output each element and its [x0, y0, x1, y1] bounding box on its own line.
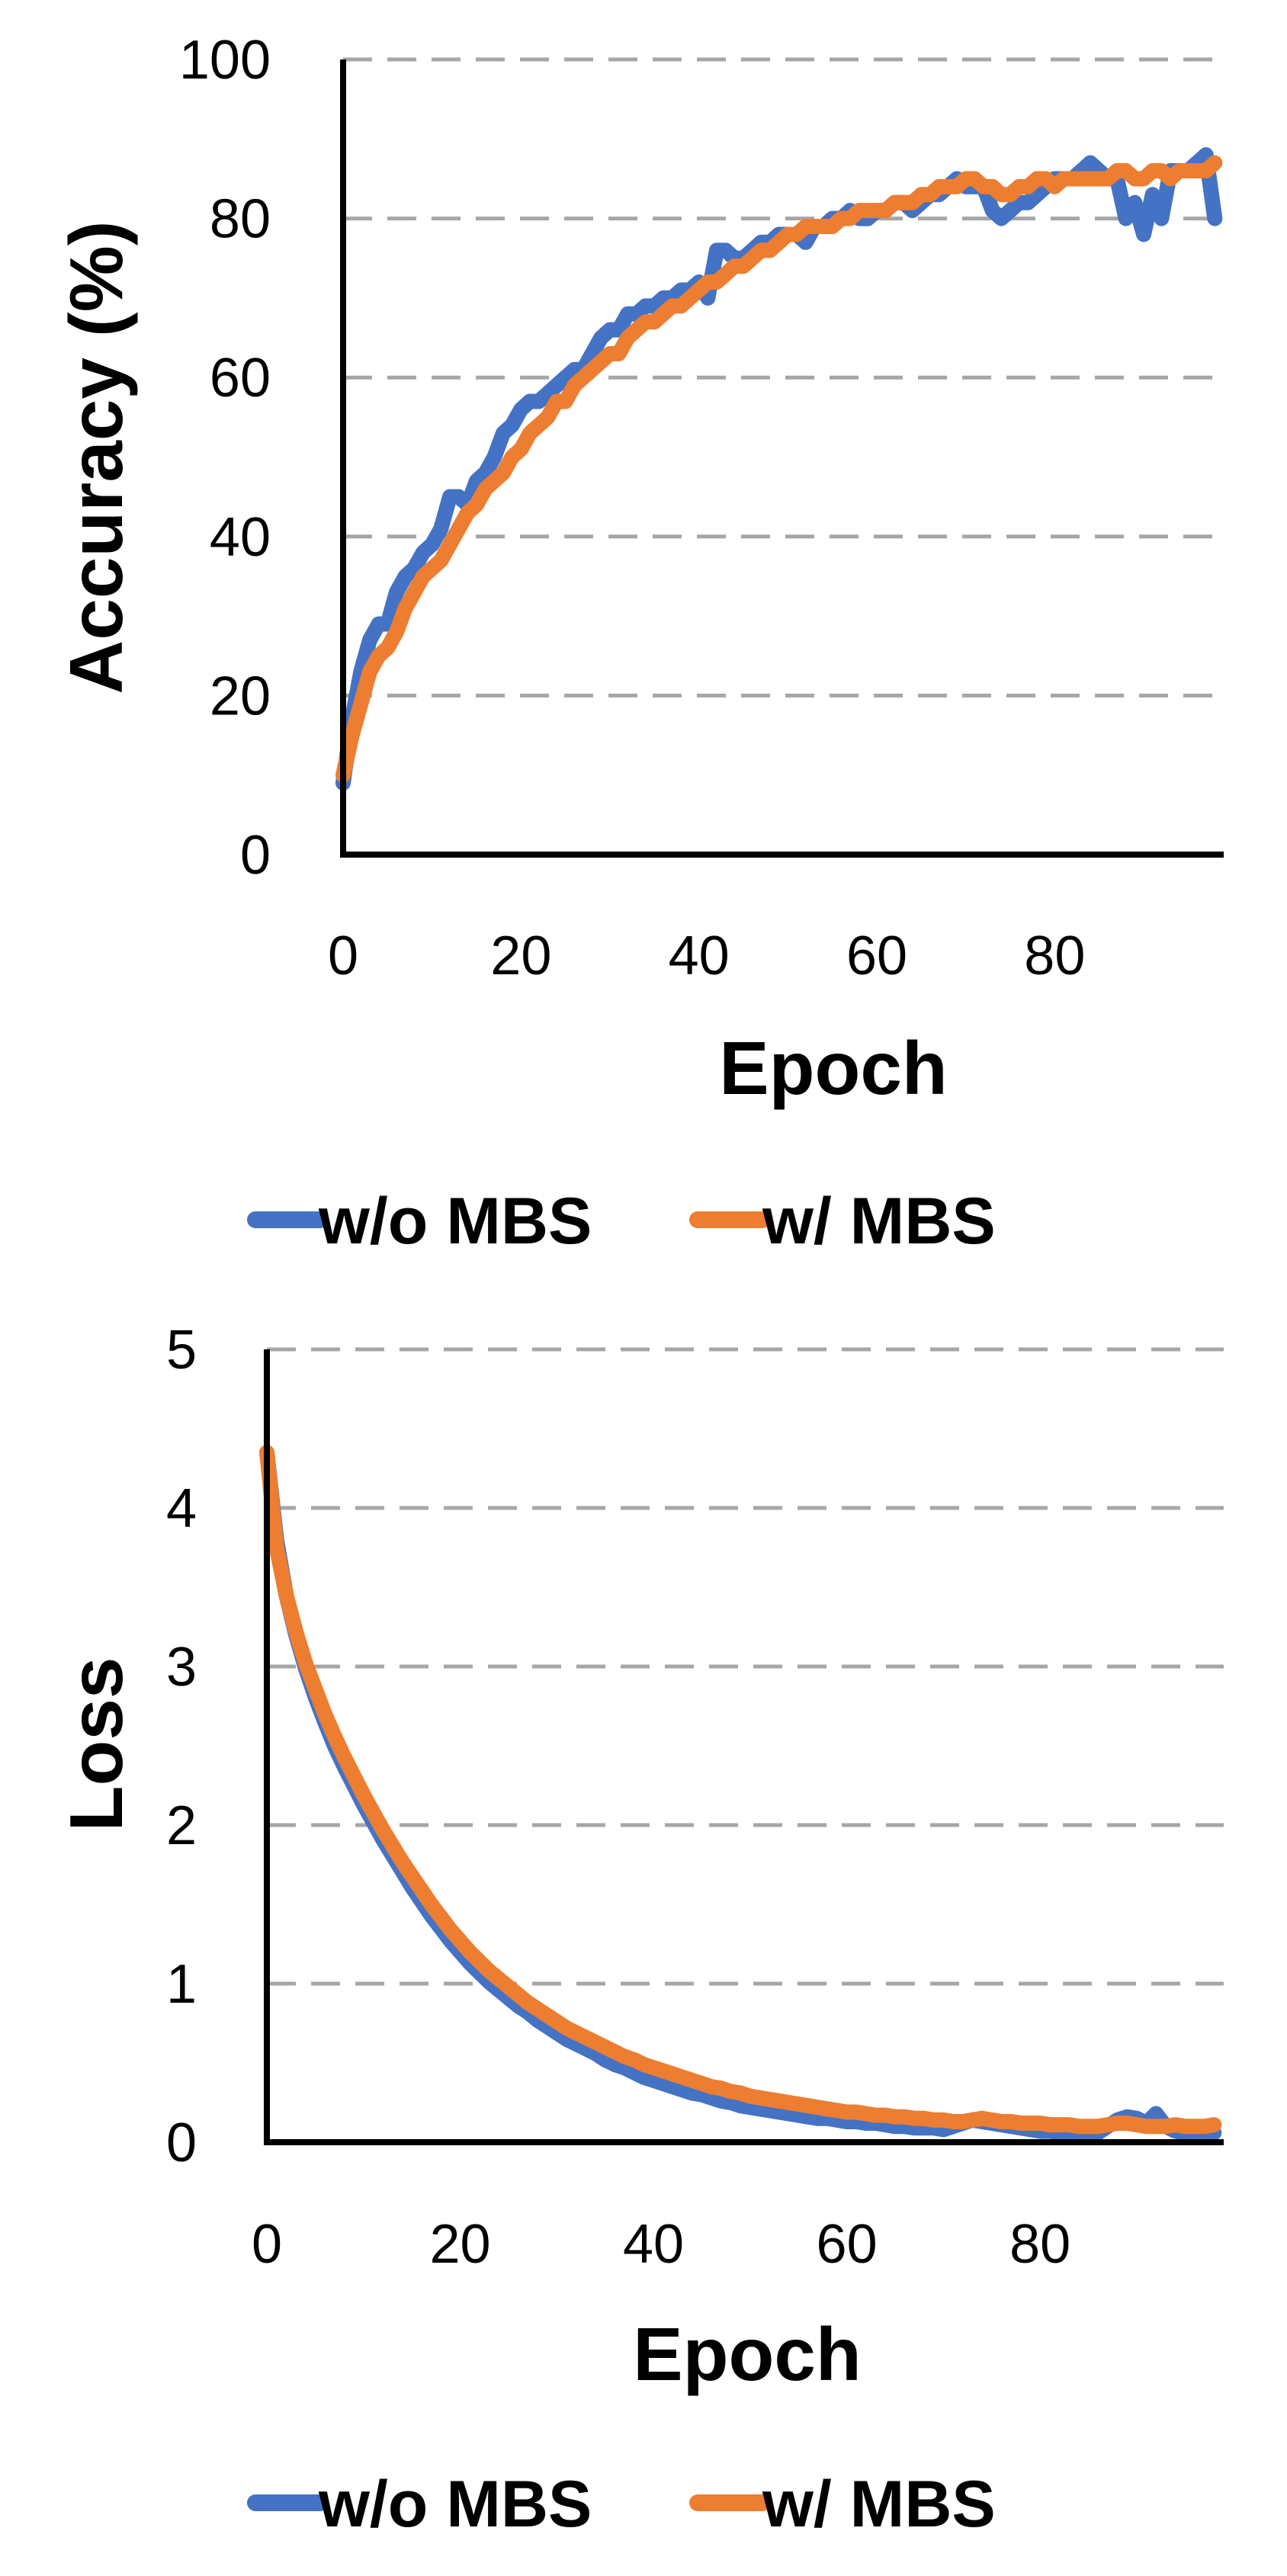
loss-y-axis-label: Loss: [54, 1657, 138, 1832]
loss-chart: 0 1 2 3 4 5 0 20 40 60 80 Epoch Loss w/o MBS w/ M…: [54, 1320, 1224, 2541]
loss-series: [259, 1445, 1222, 2142]
accuracy-gridlines: [343, 57, 1224, 698]
accuracy-x-tick-label: 20: [490, 925, 551, 986]
accuracy-axes: [340, 59, 1224, 858]
accuracy-x-tick-label: 80: [1024, 925, 1085, 986]
loss-x-tick-label: 60: [817, 2214, 878, 2275]
accuracy-y-tick-label: 20: [210, 666, 271, 727]
loss-y-tick-label: 2: [166, 1795, 197, 1856]
loss-x-tick-label: 0: [252, 2214, 282, 2275]
loss-y-tick-label: 1: [166, 1954, 197, 2015]
legend-label-wo-mbs: w/o MBS: [318, 2468, 592, 2541]
loss-y-tick-label: 0: [166, 2112, 197, 2173]
accuracy-chart: 0 20 40 60 80 100 0 20 40 60 80 Epoch Accuracy (%…: [54, 30, 1224, 1258]
accuracy-legend: w/o MBS w/ MBS: [247, 1185, 996, 1258]
loss-series-wo-mbs-line: [259, 1445, 1222, 2142]
accuracy-y-tick-labels: 0 20 40 60 80 100: [179, 30, 271, 886]
legend-label-w-mbs: w/ MBS: [762, 1185, 996, 1258]
loss-y-tick-labels: 0 1 2 3 4 5: [166, 1320, 197, 2173]
accuracy-x-tick-labels: 0 20 40 60 80: [328, 925, 1085, 986]
legend-label-wo-mbs: w/o MBS: [318, 1185, 592, 1258]
accuracy-x-tick-label: 60: [846, 925, 907, 986]
loss-x-axis-label: Epoch: [633, 2312, 861, 2396]
accuracy-x-tick-label: 0: [328, 925, 358, 986]
loss-y-tick-label: 5: [166, 1320, 197, 1381]
accuracy-x-axis-label: Epoch: [719, 1026, 947, 1110]
accuracy-y-axis-label: Accuracy (%): [54, 221, 138, 695]
loss-x-tick-label: 20: [429, 2214, 490, 2275]
loss-series-w-mbs-line: [259, 1445, 1222, 2135]
accuracy-x-tick-label: 40: [669, 925, 730, 986]
accuracy-y-tick-label: 40: [210, 507, 271, 568]
accuracy-y-tick-label: 100: [179, 30, 271, 91]
accuracy-series: [335, 147, 1223, 791]
loss-legend: w/o MBS w/ MBS: [247, 2468, 996, 2541]
loss-gridlines: [267, 1347, 1224, 1986]
accuracy-series-w-mbs-line: [335, 155, 1223, 783]
loss-y-tick-label: 4: [166, 1478, 197, 1539]
loss-y-tick-label: 3: [166, 1637, 197, 1698]
accuracy-y-tick-label: 0: [240, 825, 271, 886]
accuracy-y-tick-label: 80: [210, 189, 271, 250]
accuracy-y-tick-label: 60: [210, 348, 271, 409]
loss-x-tick-labels: 0 20 40 60 80: [252, 2214, 1070, 2275]
loss-axes: [264, 1349, 1224, 2145]
legend-label-w-mbs: w/ MBS: [762, 2468, 996, 2541]
loss-x-tick-label: 40: [623, 2214, 684, 2275]
loss-x-tick-label: 80: [1009, 2214, 1070, 2275]
